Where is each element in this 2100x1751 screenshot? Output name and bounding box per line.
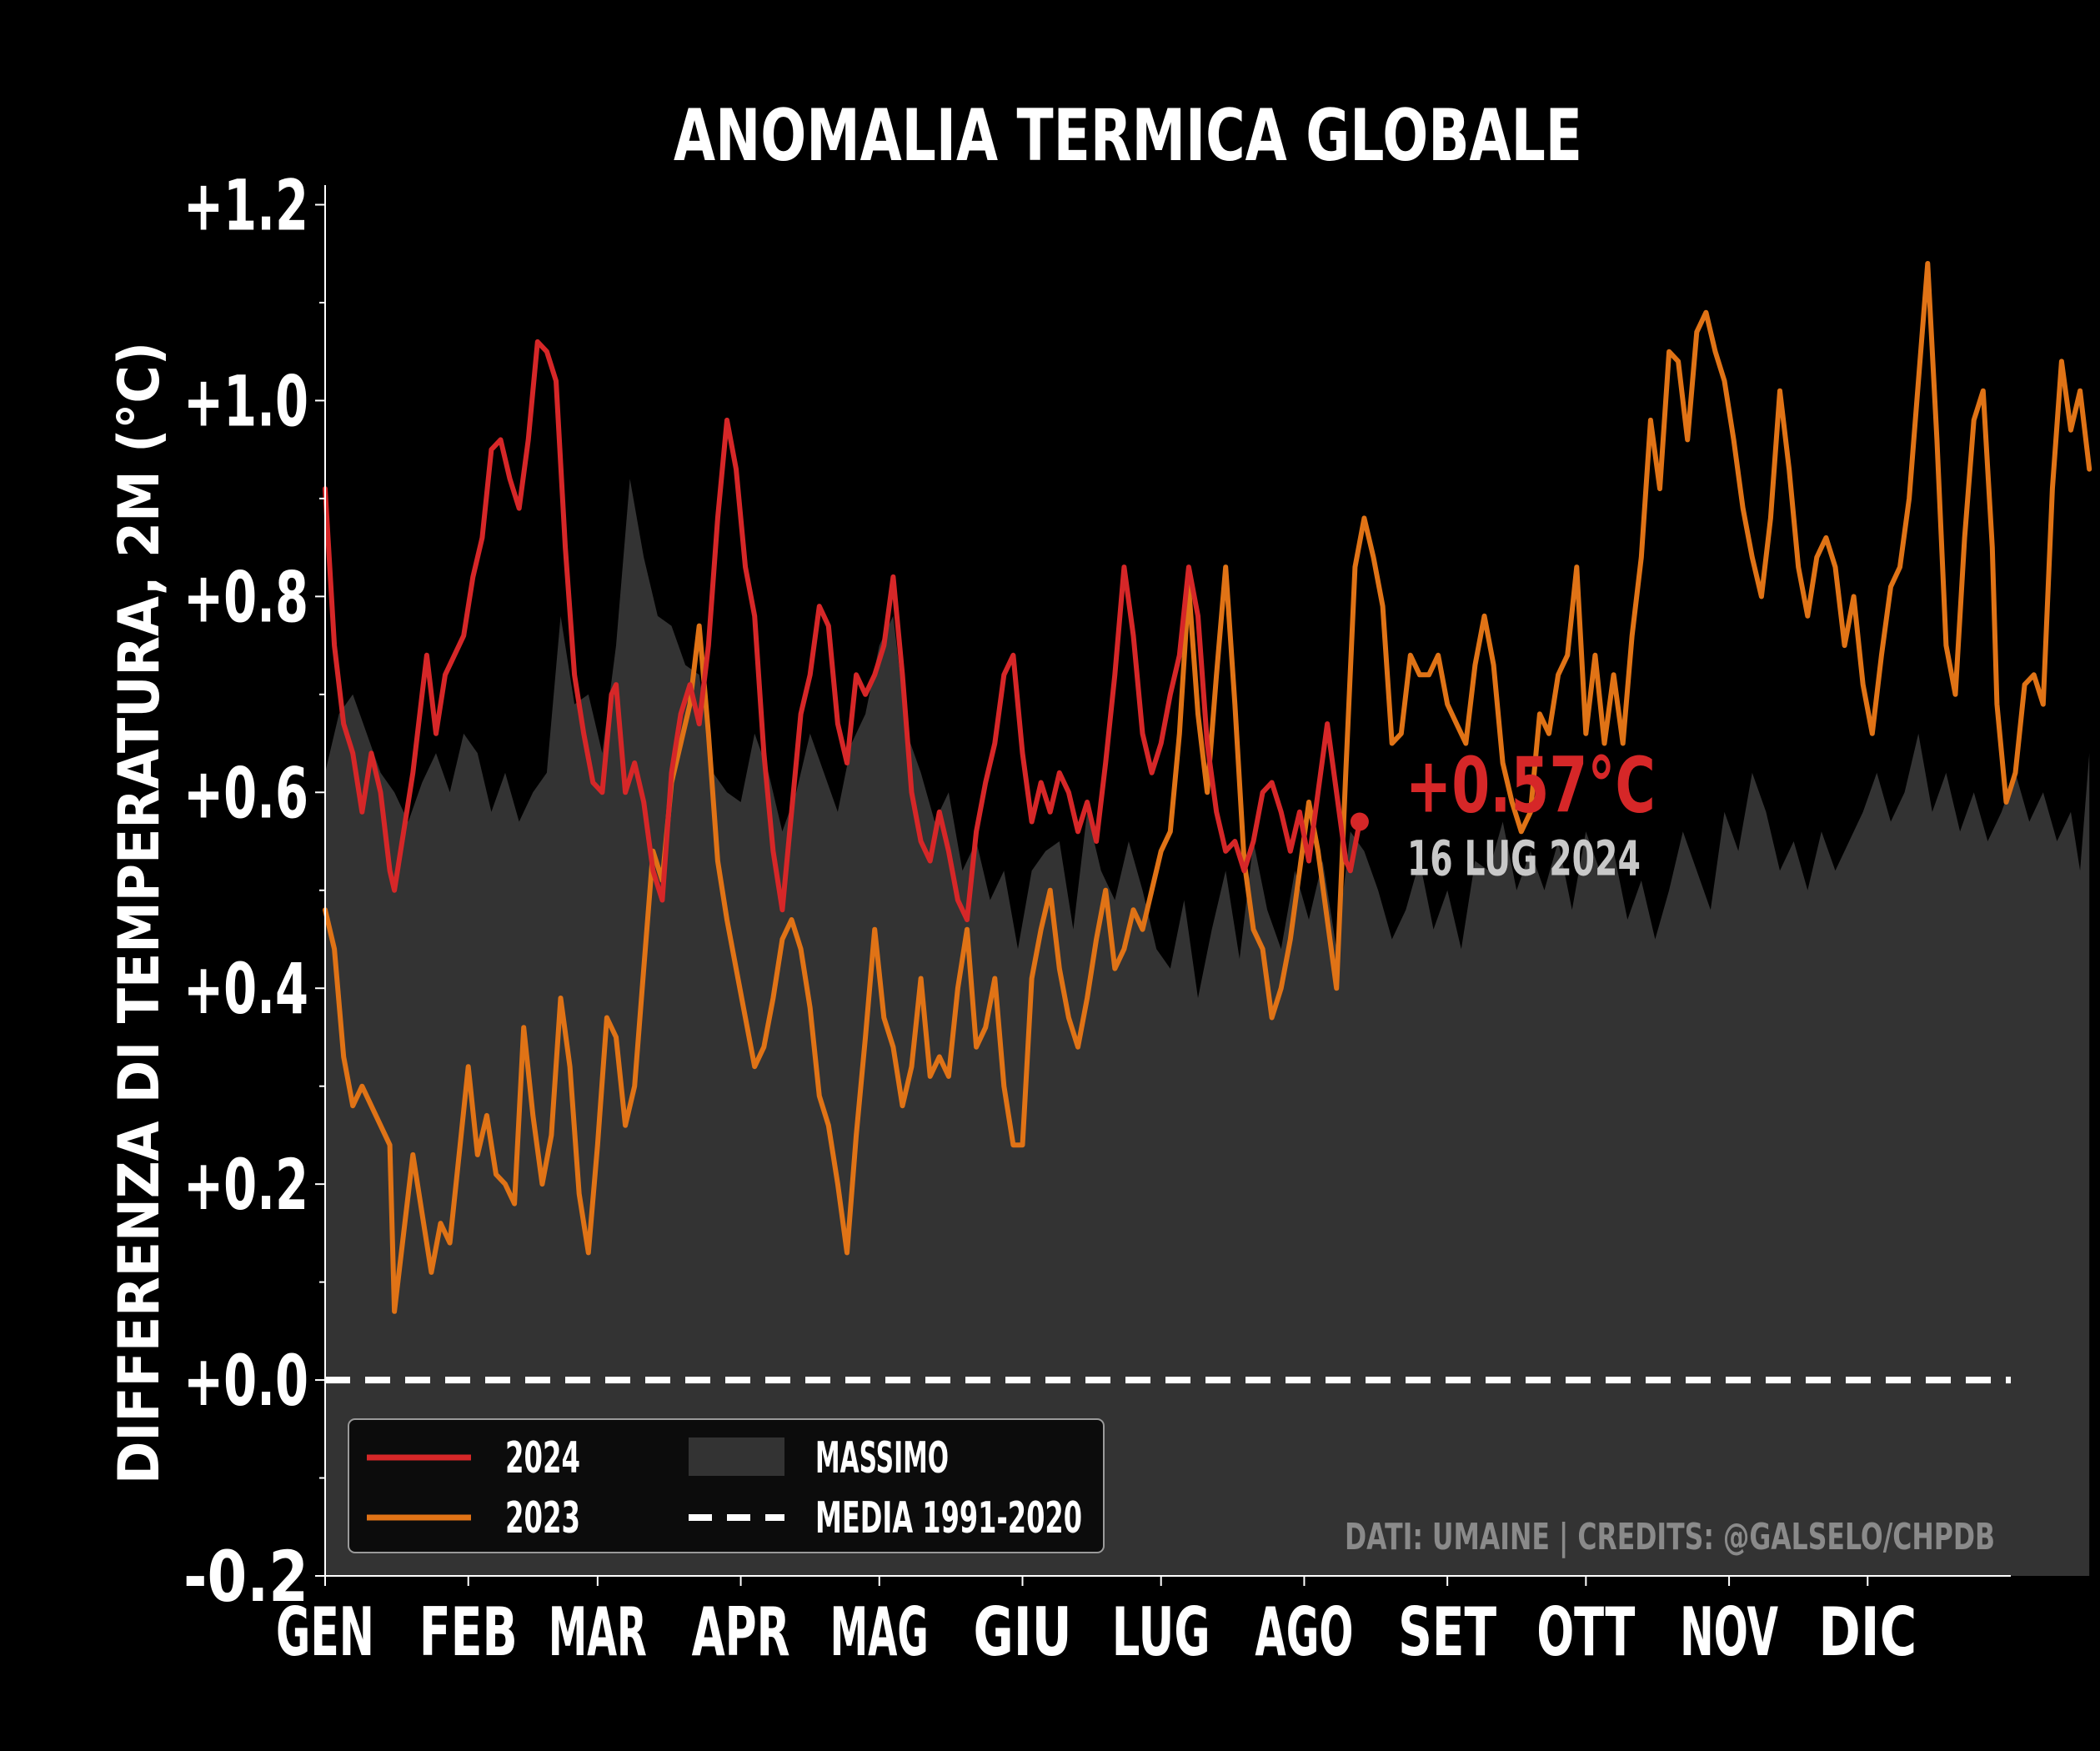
- plot-area: [323, 261, 2092, 1576]
- series-line-2024: [323, 339, 1362, 922]
- credits-text: DATI: UMAINE | CREDITS: @GALSELO/CHPDB: [1345, 1516, 1995, 1558]
- x-tick-label-giu: GIU: [973, 1593, 1071, 1671]
- legend-swatch-massimo: [689, 1437, 784, 1476]
- x-tick-label-lug: LUG: [1112, 1593, 1210, 1671]
- y-axis-label: DIFFERENZA DI TEMPERATURA, 2M (°C): [107, 342, 173, 1484]
- y-tick-label: +0.8: [183, 556, 308, 638]
- x-tick-label-feb: FEB: [419, 1593, 518, 1671]
- y-tick-label: +0.6: [183, 752, 308, 834]
- annotation: +0.57°C16 LUG 2024: [1350, 741, 1656, 887]
- x-tick-label-ago: AGO: [1255, 1593, 1353, 1671]
- axes: -0.2 +0.0 +0.2 +0.4 +0.6 +0.8 +1.0 +1.2 GEN FEB MA…: [183, 164, 2011, 1671]
- x-tick-label-dic: DIC: [1818, 1593, 1917, 1671]
- legend: 2024 2023 MASSIMO MEDIA 1991-2020: [348, 1418, 1105, 1553]
- x-tick-label-gen: GEN: [276, 1593, 374, 1671]
- series-line-2023: [323, 261, 2092, 1314]
- legend-box: [348, 1418, 1105, 1553]
- y-tick-label: +1.2: [183, 164, 308, 246]
- y-tick-label: +0.0: [183, 1340, 308, 1422]
- annotation-date-label: 16 LUG 2024: [1407, 830, 1641, 887]
- x-tick-label-nov: NOV: [1680, 1593, 1778, 1671]
- y-tick-label: -0.2: [183, 1536, 308, 1618]
- annotation-marker: [1350, 812, 1369, 831]
- y-tick-label: +1.0: [183, 360, 308, 442]
- y-tick-label: +0.2: [183, 1144, 308, 1226]
- legend-label-media-1991-2020: MEDIA 1991-2020: [815, 1493, 1082, 1543]
- legend-label-2023: 2023: [505, 1493, 580, 1543]
- chart-title: ANOMALIA TERMICA GLOBALE: [674, 94, 1582, 178]
- y-tick-label: +0.4: [183, 948, 308, 1030]
- x-tick-label-mar: MAR: [549, 1593, 647, 1671]
- annotation-value-label: +0.57°C: [1406, 741, 1656, 830]
- legend-label-massimo: MASSIMO: [815, 1433, 949, 1483]
- x-tick-label-mag: MAG: [830, 1593, 929, 1671]
- legend-label-2024: 2024: [505, 1433, 580, 1483]
- x-tick-label-set: SET: [1398, 1593, 1496, 1671]
- envelope-area-massimo: [325, 479, 2090, 1576]
- x-tick-label-ott: OTT: [1536, 1593, 1635, 1671]
- x-tick-label-apr: APR: [692, 1593, 790, 1671]
